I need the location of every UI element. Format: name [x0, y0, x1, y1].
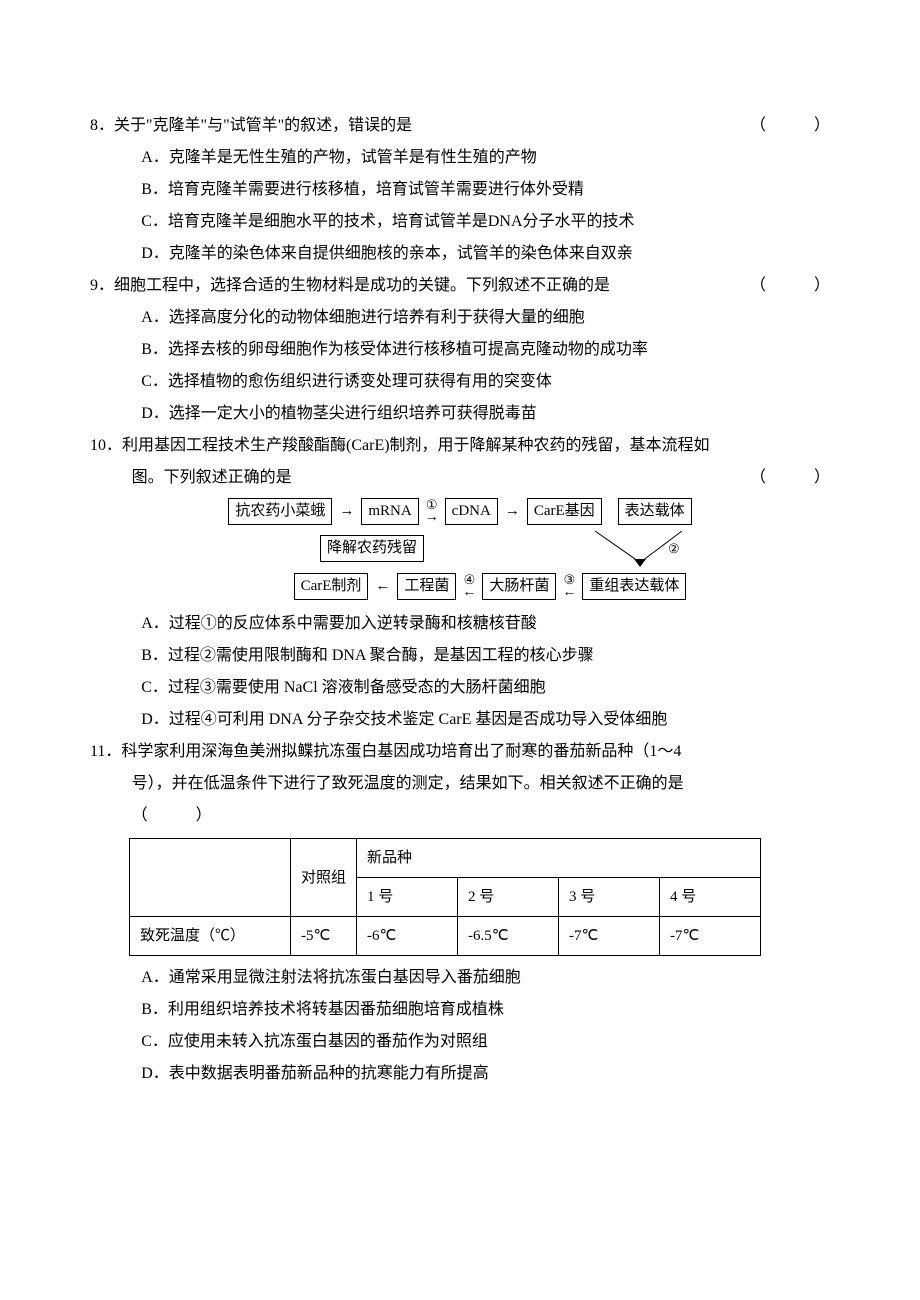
q9-opt-c: C．选择植物的愈伤组织进行诱变处理可获得有用的突变体 — [141, 366, 830, 398]
cell-v1: -6℃ — [357, 917, 458, 956]
arrow-icon: → — [338, 501, 355, 522]
q9-num: 9． — [90, 277, 114, 294]
th-control: 对照组 — [291, 839, 357, 917]
diag-box-mrna: mRNA — [361, 498, 418, 525]
cell-v4: -7℃ — [660, 917, 761, 956]
diag-box-degrade: 降解农药残留 — [320, 535, 424, 562]
q9-paren: （ ） — [750, 270, 830, 302]
arrow-3: ③← — [562, 573, 576, 600]
q10-opt-b: B．过程②需使用限制酶和 DNA 聚合酶，是基因工程的核心步骤 — [141, 640, 830, 672]
q9-stem-line: 9．细胞工程中，选择合适的生物材料是成功的关键。下列叙述不正确的是 （ ） — [90, 270, 830, 302]
q10-diagram: 抗农药小菜蛾 → mRNA ①→ cDNA → CarE基因 表达载体 ② 降解… — [90, 498, 830, 600]
q10-stem-line1: 10．利用基因工程技术生产羧酸酯酶(CarE)制剂，用于降解某种农药的残留，基本… — [90, 430, 830, 462]
cell-v3: -7℃ — [559, 917, 660, 956]
q10-options: A．过程①的反应体系中需要加入逆转录酶和核糖核苷酸 B．过程②需使用限制酶和 D… — [90, 608, 830, 736]
q10-opt-d: D．过程④可利用 DNA 分子杂交技术鉴定 CarE 基因是否成功导入受体细胞 — [141, 704, 830, 736]
q8-stem: 8．关于"克隆羊"与"试管羊"的叙述，错误的是 — [90, 110, 750, 142]
diagram-connector: ② 降解农药残留 — [190, 531, 730, 567]
diag-box-moth: 抗农药小菜蛾 — [228, 498, 332, 525]
exam-page: 8．关于"克隆羊"与"试管羊"的叙述，错误的是 （ ） A．克隆羊是无性生殖的产… — [0, 0, 920, 1150]
q11-paren-line: （ ） — [90, 800, 830, 832]
q10-paren: （ ） — [750, 462, 830, 494]
table-row: 致死温度（℃） -5℃ -6℃ -6.5℃ -7℃ -7℃ — [130, 917, 761, 956]
cell-v0: -5℃ — [291, 917, 357, 956]
q11-options: A．通常采用显微注射法将抗冻蛋白基因导入番茄细胞 B．利用组织培养技术将转基因番… — [90, 962, 830, 1090]
diag-box-recomb: 重组表达载体 — [582, 573, 686, 600]
diag-box-care-gene: CarE基因 — [527, 498, 602, 525]
q8-paren: （ ） — [750, 110, 830, 142]
th-new: 新品种 — [357, 839, 761, 878]
q8-num: 8． — [90, 117, 114, 134]
q9-opt-b: B．选择去核的卵母细胞作为核受体进行核移植可提高克隆动物的成功率 — [141, 334, 830, 366]
q10-opt-c: C．过程③需要使用 NaCl 溶液制备感受态的大肠杆菌细胞 — [141, 672, 830, 704]
q8-options: A．克隆羊是无性生殖的产物，试管羊是有性生殖的产物 B．培育克隆羊需要进行核移植… — [90, 142, 830, 270]
q8-stem-line: 8．关于"克隆羊"与"试管羊"的叙述，错误的是 （ ） — [90, 110, 830, 142]
arrow-4: ④← — [462, 573, 476, 600]
q11-opt-d: D．表中数据表明番茄新品种的抗寒能力有所提高 — [141, 1058, 830, 1090]
q9-opt-d: D．选择一定大小的植物茎尖进行组织培养可获得脱毒苗 — [141, 398, 830, 430]
arrow-icon: → — [504, 501, 521, 522]
q11-stem-line2: 号），并在低温条件下进行了致死温度的测定，结果如下。相关叙述不正确的是 — [90, 768, 830, 800]
cell-v2: -6.5℃ — [458, 917, 559, 956]
diag-box-engbac: 工程菌 — [397, 573, 456, 600]
q9-options: A．选择高度分化的动物体细胞进行培养有利于获得大量的细胞 B．选择去核的卵母细胞… — [90, 302, 830, 430]
q10-stem-line2: 图。下列叙述正确的是 （ ） — [90, 462, 830, 494]
q8-opt-a: A．克隆羊是无性生殖的产物，试管羊是有性生殖的产物 — [141, 142, 830, 174]
q10-opt-a: A．过程①的反应体系中需要加入逆转录酶和核糖核苷酸 — [141, 608, 830, 640]
row-label: 致死温度（℃） — [130, 917, 291, 956]
diagram-row3: CarE制剂 ← 工程菌 ④← 大肠杆菌 ③← 重组表达载体 — [294, 573, 687, 600]
diag-box-vector: 表达载体 — [618, 498, 692, 525]
q10-num: 10． — [90, 437, 122, 454]
th-3: 3 号 — [559, 878, 660, 917]
q9-opt-a: A．选择高度分化的动物体细胞进行培养有利于获得大量的细胞 — [141, 302, 830, 334]
q8-opt-c: C．培育克隆羊是细胞水平的技术，培育试管羊是DNA分子水平的技术 — [141, 206, 830, 238]
q11-opt-c: C．应使用未转入抗冻蛋白基因的番茄作为对照组 — [141, 1026, 830, 1058]
q11-opt-a: A．通常采用显微注射法将抗冻蛋白基因导入番茄细胞 — [141, 962, 830, 994]
table-row: 对照组 新品种 — [130, 839, 761, 878]
label-2: ② — [668, 541, 680, 556]
th-4: 4 号 — [660, 878, 761, 917]
diagram-row1: 抗农药小菜蛾 → mRNA ①→ cDNA → CarE基因 表达载体 — [228, 498, 691, 525]
arrow-icon: ← — [374, 576, 391, 597]
q11-table: 对照组 新品种 1 号 2 号 3 号 4 号 致死温度（℃） -5℃ -6℃ … — [129, 838, 761, 956]
th-2: 2 号 — [458, 878, 559, 917]
q9-stem: 9．细胞工程中，选择合适的生物材料是成功的关键。下列叙述不正确的是 — [90, 270, 750, 302]
diag-box-ecoli: 大肠杆菌 — [482, 573, 556, 600]
diag-box-care-agent: CarE制剂 — [294, 573, 369, 600]
q11-num: 11． — [90, 743, 121, 760]
th-1: 1 号 — [357, 878, 458, 917]
connector-svg: ② — [190, 531, 730, 567]
arrow-1: ①→ — [425, 498, 439, 525]
q8-opt-b: B．培育克隆羊需要进行核移植，培育试管羊需要进行体外受精 — [141, 174, 830, 206]
q8-opt-d: D．克隆羊的染色体来自提供细胞核的亲本，试管羊的染色体来自双亲 — [141, 238, 830, 270]
q11-opt-b: B．利用组织培养技术将转基因番茄细胞培育成植株 — [141, 994, 830, 1026]
q11-stem-line1: 11．科学家利用深海鱼美洲拟鲽抗冻蛋白基因成功培育出了耐寒的番茄新品种（1～4 — [90, 736, 830, 768]
diag-box-cdna: cDNA — [445, 498, 498, 525]
